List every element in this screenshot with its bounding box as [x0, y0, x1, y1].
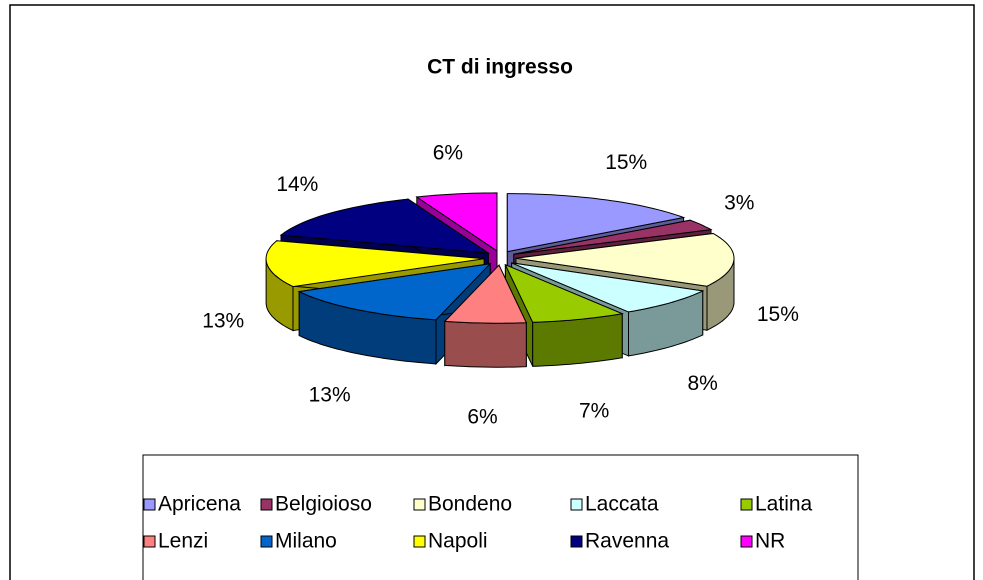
legend-label: Latina	[755, 493, 813, 516]
slice	[279, 198, 491, 254]
legend-label: Belgioioso	[275, 493, 372, 516]
slice	[265, 240, 485, 288]
slice	[506, 193, 686, 253]
legend-label: Laccata	[585, 493, 659, 516]
legend-label: Bondeno	[428, 493, 512, 516]
legend-label: Lenzi	[158, 530, 208, 553]
data-label: 8%	[687, 372, 717, 395]
slice	[515, 232, 735, 287]
data-label: 15%	[757, 303, 799, 326]
data-label: 6%	[433, 141, 463, 164]
data-label: 7%	[579, 399, 609, 422]
data-label: 13%	[202, 310, 244, 333]
slice	[513, 219, 713, 255]
data-label: 13%	[309, 383, 351, 406]
slice	[443, 264, 528, 324]
legend-swatch	[570, 498, 583, 511]
legend-label: Napoli	[428, 530, 488, 553]
legend-swatch	[260, 498, 273, 511]
legend-swatch	[260, 535, 273, 548]
chart-title: CT di ingresso	[427, 56, 573, 79]
labels: 15% 3% 15% 8% 7% 6% 13% 13% 14% 6%	[202, 141, 799, 428]
slice	[511, 262, 705, 313]
legend-label: NR	[755, 530, 785, 553]
data-label: 15%	[605, 151, 647, 174]
legend-box	[142, 454, 859, 580]
pie	[265, 192, 735, 368]
slice	[504, 263, 624, 323]
legend-label: Milano	[275, 530, 337, 553]
data-label: 3%	[724, 192, 754, 215]
legend-swatch	[413, 498, 426, 511]
data-label: 6%	[467, 405, 497, 428]
legend-label: Ravenna	[585, 530, 669, 553]
slice-side	[444, 320, 527, 368]
data-label: 14%	[276, 173, 318, 196]
legend-swatch	[740, 535, 753, 548]
slice	[415, 192, 498, 252]
legend-label: Apricena	[158, 493, 241, 516]
legend: Apricena Belgioioso Bondeno Laccata Latina Le…	[143, 493, 813, 553]
legend-swatch	[740, 498, 753, 511]
legend-swatch	[413, 535, 426, 548]
legend-swatch	[143, 498, 156, 511]
slice	[297, 262, 492, 321]
legend-swatch	[570, 535, 583, 548]
legend-swatch	[143, 535, 156, 548]
